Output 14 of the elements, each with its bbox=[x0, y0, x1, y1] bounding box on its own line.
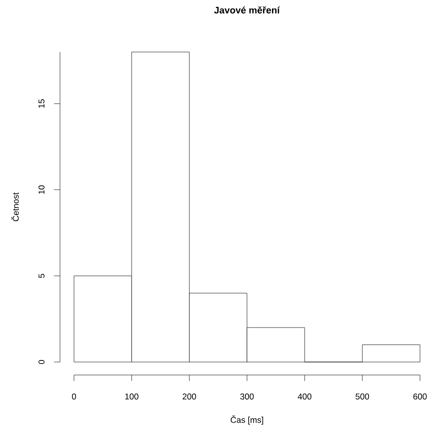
x-tick-label: 600 bbox=[413, 394, 427, 400]
y-tick-label: 5 bbox=[38, 274, 44, 278]
chart-title: Javové měření bbox=[214, 6, 280, 14]
x-tick-label: 100 bbox=[125, 394, 138, 400]
x-tick-label: 500 bbox=[356, 394, 370, 400]
y-tick-label: 0 bbox=[38, 360, 44, 364]
x-axis-title: Čas [ms] bbox=[230, 415, 264, 425]
x-tick-label: 400 bbox=[298, 394, 312, 400]
y-axis-title: Četnost bbox=[11, 192, 19, 222]
y-tick-label: 15 bbox=[38, 99, 44, 108]
y-tick-label: 10 bbox=[38, 185, 44, 194]
x-tick-label: 0 bbox=[72, 394, 76, 400]
x-tick-label: 200 bbox=[182, 394, 196, 400]
x-tick-label: 300 bbox=[240, 394, 254, 400]
